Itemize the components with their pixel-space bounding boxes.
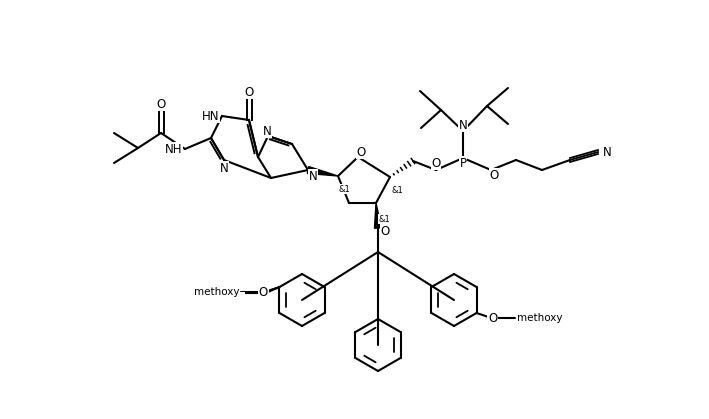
Text: &1: &1 [338, 184, 350, 194]
Text: O: O [380, 225, 390, 238]
Text: O: O [259, 285, 268, 298]
Text: O: O [157, 98, 166, 111]
Text: N: N [262, 124, 272, 137]
Text: methoxy: methoxy [517, 313, 562, 323]
Text: N: N [220, 161, 228, 174]
Text: HN: HN [201, 109, 219, 122]
Text: O: O [259, 287, 268, 300]
Text: O: O [488, 311, 497, 324]
Text: &1: &1 [391, 186, 403, 194]
Text: O: O [245, 85, 254, 98]
Polygon shape [307, 167, 338, 176]
Text: N: N [308, 170, 318, 183]
Polygon shape [374, 203, 381, 228]
Text: &1: &1 [378, 215, 390, 223]
Text: NH: NH [164, 142, 182, 155]
Text: P: P [459, 157, 467, 170]
Text: O: O [489, 168, 498, 181]
Text: O: O [431, 157, 440, 170]
Text: methoxy: methoxy [194, 287, 240, 297]
Text: methoxy: methoxy [238, 292, 245, 294]
Text: O: O [357, 145, 366, 158]
Text: N: N [603, 145, 611, 158]
Text: N: N [459, 119, 467, 132]
